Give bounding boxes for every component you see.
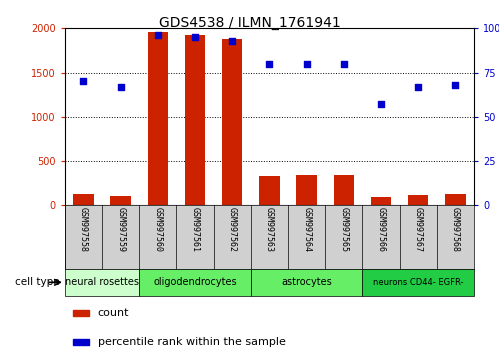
Text: GSM997561: GSM997561 xyxy=(191,207,200,252)
Bar xyxy=(371,198,391,205)
Bar xyxy=(148,32,168,205)
Bar xyxy=(408,195,429,205)
Bar xyxy=(73,310,89,316)
Bar xyxy=(296,175,317,205)
Text: astrocytes: astrocytes xyxy=(281,277,332,287)
Point xyxy=(265,61,273,67)
Bar xyxy=(139,269,251,296)
Bar xyxy=(185,35,205,205)
Text: GSM997568: GSM997568 xyxy=(451,207,460,252)
Bar xyxy=(110,195,131,205)
Text: GSM997558: GSM997558 xyxy=(79,207,88,252)
Text: GDS4538 / ILMN_1761941: GDS4538 / ILMN_1761941 xyxy=(159,16,340,30)
Point xyxy=(154,33,162,38)
Bar xyxy=(362,269,474,296)
Text: neural rosettes: neural rosettes xyxy=(65,277,139,287)
Bar xyxy=(65,269,139,296)
Point xyxy=(228,38,236,44)
Bar xyxy=(73,339,89,345)
Point xyxy=(414,84,422,90)
Text: count: count xyxy=(98,308,129,318)
Bar xyxy=(259,176,279,205)
Bar xyxy=(222,39,243,205)
Bar xyxy=(334,175,354,205)
Bar xyxy=(73,194,94,205)
Text: GSM997566: GSM997566 xyxy=(377,207,386,252)
Bar xyxy=(445,194,466,205)
Text: GSM997563: GSM997563 xyxy=(265,207,274,252)
Text: GSM997567: GSM997567 xyxy=(414,207,423,252)
Point xyxy=(117,84,125,90)
Text: percentile rank within the sample: percentile rank within the sample xyxy=(98,337,285,347)
Point xyxy=(303,61,311,67)
Point xyxy=(191,34,199,40)
Point xyxy=(452,82,460,88)
Point xyxy=(377,102,385,107)
Text: oligodendrocytes: oligodendrocytes xyxy=(153,277,237,287)
Text: cell type: cell type xyxy=(15,277,60,287)
Text: GSM997564: GSM997564 xyxy=(302,207,311,252)
Text: neurons CD44- EGFR-: neurons CD44- EGFR- xyxy=(373,278,464,287)
Point xyxy=(340,61,348,67)
Point xyxy=(79,79,87,84)
Text: GSM997559: GSM997559 xyxy=(116,207,125,252)
Text: GSM997560: GSM997560 xyxy=(153,207,162,252)
Bar xyxy=(251,269,362,296)
Text: GSM997565: GSM997565 xyxy=(339,207,348,252)
Text: GSM997562: GSM997562 xyxy=(228,207,237,252)
